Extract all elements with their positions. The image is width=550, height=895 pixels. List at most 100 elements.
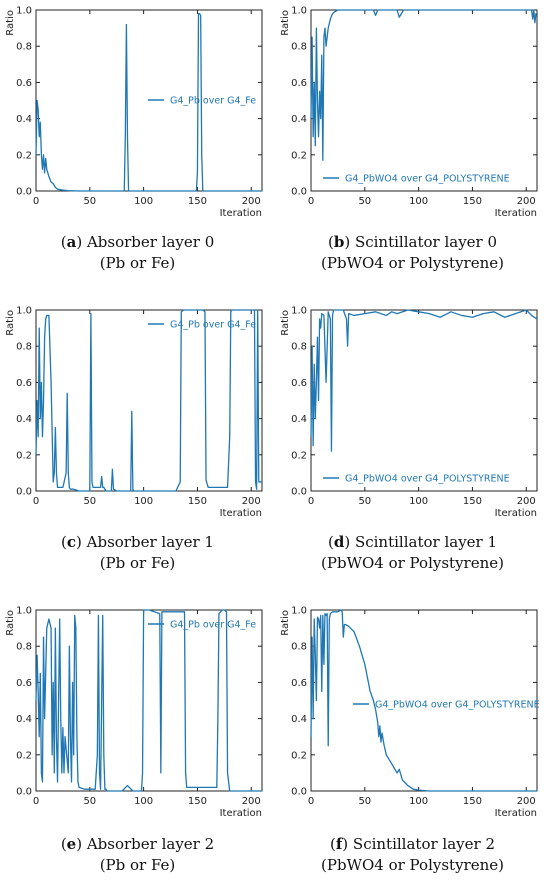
y-tick-label: 0.2 — [16, 450, 32, 461]
y-tick-label: 0.8 — [16, 342, 32, 353]
x-tick-label: 0 — [308, 196, 314, 207]
caption-d: (d) Scintillator layer 1 (PbWO4 or Polys… — [321, 533, 504, 572]
x-tick-label: 50 — [83, 496, 96, 507]
panel-a: 0.0 0.2 0.4 0.6 0.8 1.0 0 50 100 150 200 Iteration R… — [0, 0, 275, 295]
legend-label: G4_Pb over G4_Fe — [170, 96, 256, 107]
caption-d-letter: d — [333, 533, 345, 551]
x-axis-label: Iteration — [220, 508, 262, 519]
y-tick-label: 0.6 — [16, 378, 32, 389]
x-tick-label: 0 — [33, 196, 39, 207]
x-tick-label: 200 — [517, 496, 536, 507]
caption-a-main: Absorber layer 0 — [86, 233, 215, 251]
series-line — [310, 9, 537, 161]
y-axis-label: Ratio — [5, 610, 16, 636]
x-tick-label: 150 — [188, 196, 207, 207]
caption-f-letter: f — [335, 835, 343, 853]
y-axis-label: Ratio — [5, 310, 16, 336]
y-tick-label: 0.2 — [16, 150, 32, 161]
y-tick-label: 1.0 — [16, 306, 32, 317]
legend-label: G4_PbWO4 over G4_POLYSTYRENE — [375, 700, 540, 711]
caption-c-main: Absorber layer 1 — [86, 533, 214, 551]
caption-e-main: Absorber layer 2 — [86, 835, 215, 853]
x-tick-label: 200 — [517, 196, 536, 207]
y-tick-label: 0.8 — [16, 42, 32, 53]
caption-d-sub: (PbWO4 or Polystyrene) — [321, 554, 504, 572]
x-tick-label: 100 — [409, 196, 428, 207]
caption-a-sub: (Pb or Fe) — [99, 254, 176, 272]
plot-frame — [310, 309, 538, 492]
caption-b: (b) Scintillator layer 0 (PbWO4 or Polys… — [321, 233, 504, 272]
x-tick-label: 100 — [134, 496, 153, 507]
series-line — [310, 609, 537, 792]
x-axis-label: Iteration — [495, 208, 537, 219]
y-tick-label: 0.0 — [291, 787, 307, 798]
y-tick-label: 0.8 — [291, 642, 307, 653]
y-tick-label: 1.0 — [291, 306, 307, 317]
x-tick-label: 200 — [242, 196, 261, 207]
panel-e: 0.0 0.2 0.4 0.6 0.8 1.0 0 50 100 150 200 Iteration R… — [0, 600, 275, 895]
y-tick-label: 1.0 — [16, 6, 32, 17]
y-tick-label: 0.8 — [291, 342, 307, 353]
x-tick-label: 200 — [242, 796, 261, 807]
caption-b-main: Scintillator layer 0 — [354, 233, 498, 251]
x-tick-label: 200 — [517, 796, 536, 807]
x-tick-label: 150 — [463, 496, 482, 507]
x-tick-label: 150 — [188, 796, 207, 807]
y-tick-label: 0.4 — [16, 414, 32, 425]
x-tick-label: 150 — [463, 796, 482, 807]
x-tick-label: 50 — [83, 196, 96, 207]
x-tick-label: 0 — [308, 796, 314, 807]
caption-f-main: Scintillator layer 2 — [352, 835, 495, 853]
caption-b-sub: (PbWO4 or Polystyrene) — [321, 254, 504, 272]
x-tick-label: 200 — [242, 496, 261, 507]
x-tick-label: 100 — [409, 796, 428, 807]
series-line — [310, 309, 538, 452]
y-tick-label: 0.6 — [291, 678, 307, 689]
caption-a-letter: a — [66, 233, 77, 251]
x-axis-label: Iteration — [495, 808, 537, 819]
caption-c-sub: (Pb or Fe) — [99, 554, 176, 572]
y-tick-label: 0.8 — [16, 642, 32, 653]
y-tick-label: 0.2 — [291, 750, 307, 761]
panel-b: 0.0 0.2 0.4 0.6 0.8 1.0 0 50 100 150 200 Iteration R… — [275, 0, 550, 295]
caption-e-letter: e — [66, 835, 77, 853]
y-tick-label: 0.8 — [291, 42, 307, 53]
series-line — [35, 309, 262, 492]
x-tick-label: 100 — [134, 796, 153, 807]
x-tick-label: 50 — [358, 796, 371, 807]
x-tick-label: 50 — [83, 796, 96, 807]
y-tick-label: 0.2 — [16, 750, 32, 761]
y-tick-label: 0.4 — [16, 714, 32, 725]
x-axis-label: Iteration — [220, 808, 262, 819]
plot-frame — [310, 9, 538, 192]
y-axis-label: Ratio — [280, 10, 291, 36]
y-axis-label: Ratio — [280, 610, 291, 636]
caption-b-letter: b — [333, 233, 345, 251]
x-tick-label: 150 — [463, 196, 482, 207]
y-axis-label: Ratio — [280, 310, 291, 336]
panel-f: 0.0 0.2 0.4 0.6 0.8 1.0 0 50 100 150 200 Iteration R… — [275, 600, 550, 895]
x-tick-label: 100 — [409, 496, 428, 507]
x-tick-label: 0 — [308, 496, 314, 507]
panel-d: 0.0 0.2 0.4 0.6 0.8 1.0 0 50 100 150 200 Iteration R… — [275, 300, 550, 595]
y-tick-label: 0.0 — [291, 187, 307, 198]
y-tick-label: 0.0 — [16, 487, 32, 498]
legend-label: G4_Pb over G4_Fe — [170, 320, 256, 331]
x-tick-label: 0 — [33, 796, 39, 807]
caption-f: (f) Scintillator layer 2 (PbWO4 or Polys… — [321, 835, 504, 874]
caption-e: (e) Absorber layer 2 (Pb or Fe) — [60, 835, 215, 874]
y-tick-label: 1.0 — [291, 6, 307, 17]
legend-label: G4_PbWO4 over G4_POLYSTYRENE — [345, 174, 510, 185]
y-tick-label: 0.0 — [16, 787, 32, 798]
panel-c: 0.0 0.2 0.4 0.6 0.8 1.0 0 50 100 150 200 Iteration R… — [0, 300, 275, 595]
y-tick-label: 0.6 — [16, 78, 32, 89]
legend-label: G4_Pb over G4_Fe — [170, 620, 256, 631]
caption-c-letter: c — [66, 533, 77, 551]
caption-e-sub: (Pb or Fe) — [99, 856, 176, 874]
x-axis-label: Iteration — [495, 508, 537, 519]
